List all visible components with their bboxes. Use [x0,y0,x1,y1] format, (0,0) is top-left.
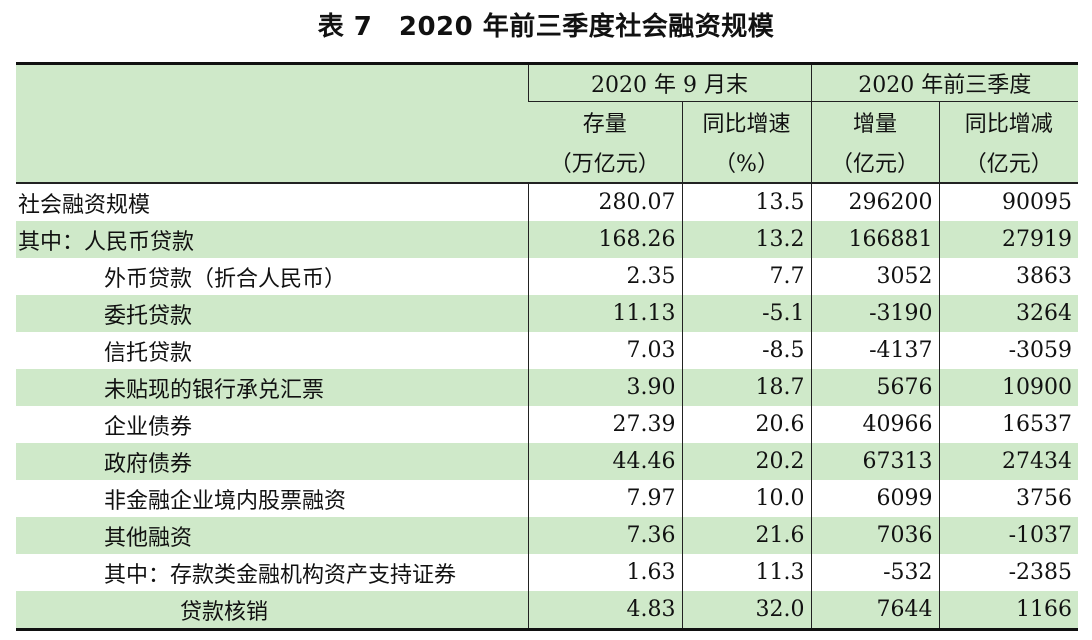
cell-yoy: 10.0 [681,480,811,517]
row-label: 未贴现的银行承兑汇票 [104,377,325,403]
table-row: 外币贷款（折合人民币） 2.35 7.7 3052 3863 [16,258,1079,295]
cell-increase: 5676 [810,369,939,406]
cell-stock: 7.03 [527,332,682,369]
cell-yoy-change: 1166 [938,591,1079,631]
row-label: 其他融资 [104,525,193,551]
social-financing-table: 2020 年 9 月末 2020 年前三季度 存量 同比增速 增量 同比增减 （… [16,62,1079,631]
cell-increase: -532 [810,554,939,591]
cell-stock: 2.35 [527,258,682,295]
header-increase-unit: （亿元） [810,142,939,184]
cell-yoy: 13.5 [681,183,811,221]
cell-stock: 7.36 [527,517,682,554]
cell-yoy: 13.2 [681,221,811,258]
table-row: 其中：存款类金融机构资产支持证券 1.63 11.3 -532 -2385 [16,554,1079,591]
cell-yoy-change: -3059 [938,332,1079,369]
cell-stock: 7.97 [527,480,682,517]
table-row: 企业债券 27.39 20.6 40966 16537 [16,406,1079,443]
header-group-first-three-quarters: 2020 年前三季度 [810,62,1079,102]
row-label: 贷款核销 [16,591,528,631]
row-label: 非金融企业境内股票融资 [104,488,347,514]
table-title: 表 7 2020 年前三季度社会融资规模 [317,12,775,42]
cell-stock: 11.13 [527,295,682,332]
cell-stock: 3.90 [527,369,682,406]
cell-stock: 4.83 [527,591,682,631]
cell-increase: 296200 [810,183,939,221]
cell-increase: 166881 [810,221,939,258]
cell-increase: 67313 [810,443,939,480]
row-label: 其中：存款类金融机构资产支持证券 [104,562,457,588]
table-row: 社会融资规模 280.07 13.5 296200 90095 [16,183,1079,221]
table-row: 信托贷款 7.03 -8.5 -4137 -3059 [16,332,1079,369]
cell-yoy: 7.7 [681,258,811,295]
table-row: 其中：人民币贷款 168.26 13.2 166881 27919 [16,221,1079,258]
cell-stock: 168.26 [527,221,682,258]
cell-yoy: 32.0 [681,591,811,631]
cell-yoy: 21.6 [681,517,811,554]
header-yoy-change: 同比增减 [938,101,1079,142]
cell-increase: -4137 [810,332,939,369]
header-stock-unit: （万亿元） [528,142,682,184]
table-row: 非金融企业境内股票融资 7.97 10.0 6099 3756 [16,480,1079,517]
cell-yoy-change: 16537 [938,406,1079,443]
cell-increase: 40966 [810,406,939,443]
cell-yoy: 11.3 [681,554,811,591]
row-label: 政府债券 [104,451,193,477]
row-label: 其中：人民币贷款 [18,229,195,255]
table-row: 委托贷款 11.13 -5.1 -3190 3264 [16,295,1079,332]
cell-increase: 7644 [810,591,939,631]
row-label: 社会融资规模 [18,192,151,218]
header-yoy-change-unit: （亿元） [938,142,1079,184]
cell-yoy-change: 3264 [938,295,1079,332]
cell-increase: -3190 [810,295,939,332]
cell-stock: 27.39 [527,406,682,443]
cell-yoy: 20.2 [681,443,811,480]
cell-yoy-change: -2385 [938,554,1079,591]
cell-stock: 1.63 [527,554,682,591]
table-row: 政府债券 44.46 20.2 67313 27434 [16,443,1079,480]
table-row: 其他融资 7.36 21.6 7036 -1037 [16,517,1079,554]
row-label: 企业债券 [104,414,193,440]
row-label: 委托贷款 [104,303,193,329]
cell-yoy: 20.6 [681,406,811,443]
cell-yoy-change: 90095 [938,183,1079,221]
cell-yoy-change: -1037 [938,517,1079,554]
header-blank-cell [16,62,528,184]
cell-yoy: 18.7 [681,369,811,406]
cell-stock: 280.07 [527,183,682,221]
cell-yoy-change: 27434 [938,443,1079,480]
header-yoy-growth: 同比增速 [681,101,811,142]
cell-yoy-change: 3863 [938,258,1079,295]
cell-stock: 44.46 [527,443,682,480]
header-increase: 增量 [810,101,939,142]
cell-yoy-change: 3756 [938,480,1079,517]
header-stock: 存量 [528,101,682,142]
header-yoy-growth-unit: （%） [681,142,811,184]
cell-increase: 7036 [810,517,939,554]
cell-yoy: -5.1 [681,295,811,332]
table-row: 贷款核销 4.83 32.0 7644 1166 [16,591,1079,631]
cell-increase: 6099 [810,480,939,517]
cell-increase: 3052 [810,258,939,295]
row-label: 信托贷款 [104,340,193,366]
cell-yoy-change: 27919 [938,221,1079,258]
header-group-sept-end: 2020 年 9 月末 [527,62,811,102]
table-row: 未贴现的银行承兑汇票 3.90 18.7 5676 10900 [16,369,1079,406]
row-label: 外币贷款（折合人民币） [104,266,347,292]
cell-yoy-change: 10900 [938,369,1079,406]
cell-yoy: -8.5 [681,332,811,369]
